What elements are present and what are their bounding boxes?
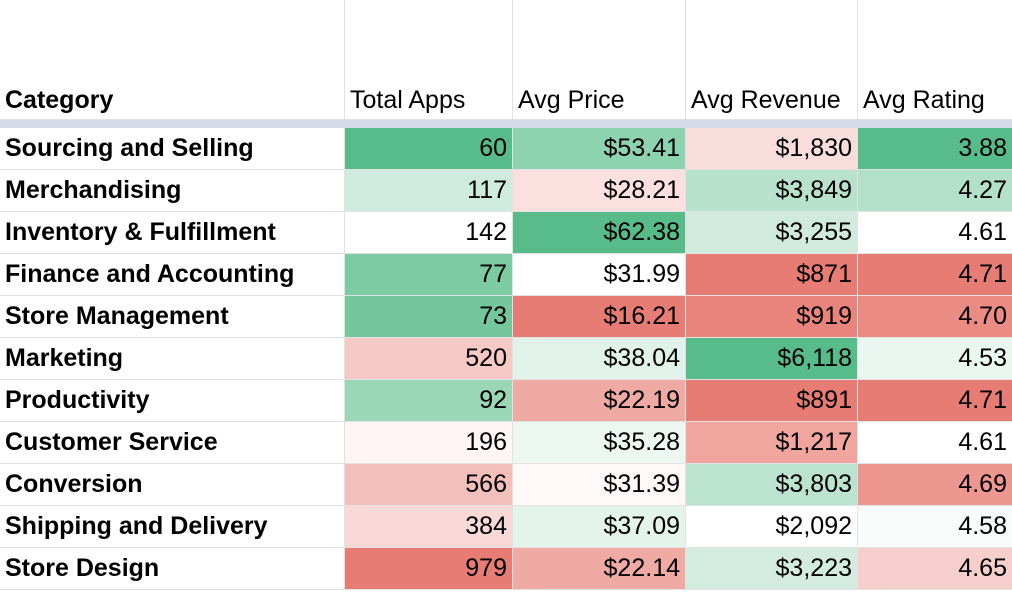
header-row: Category Total Apps Avg Price Avg Revenu…: [0, 0, 1012, 120]
category-cell[interactable]: Finance and Accounting: [0, 254, 345, 296]
avg-price-cell[interactable]: $28.21: [513, 170, 686, 212]
table-row: Marketing 520 $38.04 $6,118 4.53: [0, 338, 1012, 380]
avg-price-cell[interactable]: $31.99: [513, 254, 686, 296]
category-cell[interactable]: Customer Service: [0, 422, 345, 464]
frozen-row-divider: [0, 120, 1012, 128]
category-cell[interactable]: Shipping and Delivery: [0, 506, 345, 548]
avg-price-cell[interactable]: $37.09: [513, 506, 686, 548]
category-cell[interactable]: Store Management: [0, 296, 345, 338]
avg-rating-cell[interactable]: 4.61: [858, 422, 1012, 464]
total-apps-cell[interactable]: 77: [345, 254, 513, 296]
table-row: Sourcing and Selling 60 $53.41 $1,830 3.88: [0, 128, 1012, 170]
avg-revenue-cell[interactable]: $3,223: [686, 548, 858, 590]
avg-rating-cell[interactable]: 4.71: [858, 254, 1012, 296]
avg-price-cell[interactable]: $22.19: [513, 380, 686, 422]
total-apps-cell[interactable]: 73: [345, 296, 513, 338]
category-cell[interactable]: Sourcing and Selling: [0, 128, 345, 170]
total-apps-cell[interactable]: 566: [345, 464, 513, 506]
table-row: Shipping and Delivery 384 $37.09 $2,092 4.58: [0, 506, 1012, 548]
avg-revenue-cell[interactable]: $6,118: [686, 338, 858, 380]
avg-price-cell[interactable]: $31.39: [513, 464, 686, 506]
avg-price-cell[interactable]: $38.04: [513, 338, 686, 380]
header-avg-revenue[interactable]: Avg Revenue: [686, 0, 858, 120]
header-total-apps[interactable]: Total Apps: [345, 0, 513, 120]
avg-price-cell[interactable]: $62.38: [513, 212, 686, 254]
avg-price-cell[interactable]: $53.41: [513, 128, 686, 170]
avg-rating-cell[interactable]: 4.27: [858, 170, 1012, 212]
avg-rating-cell[interactable]: 4.53: [858, 338, 1012, 380]
avg-revenue-cell[interactable]: $919: [686, 296, 858, 338]
table-row: Merchandising 117 $28.21 $3,849 4.27: [0, 170, 1012, 212]
category-cell[interactable]: Merchandising: [0, 170, 345, 212]
category-cell[interactable]: Store Design: [0, 548, 345, 590]
category-cell[interactable]: Marketing: [0, 338, 345, 380]
avg-revenue-cell[interactable]: $3,803: [686, 464, 858, 506]
avg-price-cell[interactable]: $16.21: [513, 296, 686, 338]
avg-rating-cell[interactable]: 4.71: [858, 380, 1012, 422]
header-category[interactable]: Category: [0, 0, 345, 120]
total-apps-cell[interactable]: 384: [345, 506, 513, 548]
total-apps-cell[interactable]: 142: [345, 212, 513, 254]
table-body: Sourcing and Selling 60 $53.41 $1,830 3.88 Me…: [0, 128, 1012, 590]
header-avg-price[interactable]: Avg Price: [513, 0, 686, 120]
header-avg-rating[interactable]: Avg Rating: [858, 0, 1012, 120]
avg-rating-cell[interactable]: 3.88: [858, 128, 1012, 170]
table-row: Productivity 92 $22.19 $891 4.71: [0, 380, 1012, 422]
table-row: Customer Service 196 $35.28 $1,217 4.61: [0, 422, 1012, 464]
total-apps-cell[interactable]: 92: [345, 380, 513, 422]
avg-revenue-cell[interactable]: $891: [686, 380, 858, 422]
table-row: Conversion 566 $31.39 $3,803 4.69: [0, 464, 1012, 506]
table-row: Inventory & Fulfillment 142 $62.38 $3,255 4.…: [0, 212, 1012, 254]
avg-rating-cell[interactable]: 4.69: [858, 464, 1012, 506]
avg-revenue-cell[interactable]: $3,849: [686, 170, 858, 212]
avg-revenue-cell[interactable]: $1,217: [686, 422, 858, 464]
total-apps-cell[interactable]: 60: [345, 128, 513, 170]
avg-revenue-cell[interactable]: $871: [686, 254, 858, 296]
total-apps-cell[interactable]: 196: [345, 422, 513, 464]
total-apps-cell[interactable]: 520: [345, 338, 513, 380]
category-cell[interactable]: Productivity: [0, 380, 345, 422]
avg-rating-cell[interactable]: 4.61: [858, 212, 1012, 254]
avg-price-cell[interactable]: $22.14: [513, 548, 686, 590]
avg-price-cell[interactable]: $35.28: [513, 422, 686, 464]
avg-revenue-cell[interactable]: $1,830: [686, 128, 858, 170]
avg-revenue-cell[interactable]: $3,255: [686, 212, 858, 254]
avg-rating-cell[interactable]: 4.70: [858, 296, 1012, 338]
table-row: Store Management 73 $16.21 $919 4.70: [0, 296, 1012, 338]
avg-revenue-cell[interactable]: $2,092: [686, 506, 858, 548]
category-cell[interactable]: Inventory & Fulfillment: [0, 212, 345, 254]
avg-rating-cell[interactable]: 4.65: [858, 548, 1012, 590]
table-row: Finance and Accounting 77 $31.99 $871 4.71: [0, 254, 1012, 296]
category-cell[interactable]: Conversion: [0, 464, 345, 506]
total-apps-cell[interactable]: 117: [345, 170, 513, 212]
avg-rating-cell[interactable]: 4.58: [858, 506, 1012, 548]
table-row: Store Design 979 $22.14 $3,223 4.65: [0, 548, 1012, 590]
total-apps-cell[interactable]: 979: [345, 548, 513, 590]
